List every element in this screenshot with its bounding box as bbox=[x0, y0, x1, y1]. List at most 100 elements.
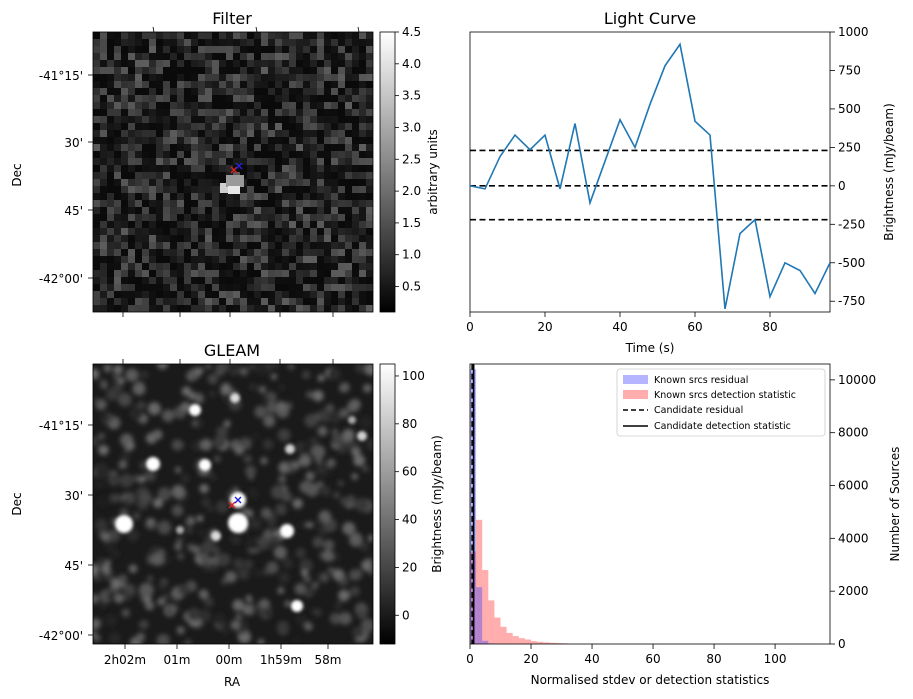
noise-pixel bbox=[156, 123, 163, 130]
noise-pixel bbox=[184, 158, 191, 165]
noise-blob bbox=[235, 613, 243, 621]
noise-pixel bbox=[338, 95, 345, 102]
noise-pixel bbox=[275, 270, 282, 277]
noise-pixel bbox=[177, 116, 184, 123]
noise-pixel bbox=[324, 207, 331, 214]
noise-pixel bbox=[296, 284, 303, 291]
noise-pixel bbox=[352, 270, 359, 277]
noise-pixel bbox=[282, 144, 289, 151]
noise-pixel bbox=[324, 158, 331, 165]
noise-pixel bbox=[296, 277, 303, 284]
noise-pixel bbox=[205, 109, 212, 116]
noise-blob bbox=[342, 429, 355, 442]
noise-pixel bbox=[142, 39, 149, 46]
noise-blob bbox=[107, 591, 116, 601]
noise-pixel bbox=[93, 60, 100, 67]
noise-pixel bbox=[240, 81, 247, 88]
noise-pixel bbox=[114, 207, 121, 214]
noise-pixel bbox=[233, 284, 240, 291]
noise-pixel bbox=[100, 284, 107, 291]
noise-pixel bbox=[163, 116, 170, 123]
noise-pixel bbox=[198, 235, 205, 242]
noise-pixel bbox=[149, 53, 156, 60]
noise-pixel bbox=[93, 193, 100, 200]
noise-pixel bbox=[282, 305, 289, 312]
noise-pixel bbox=[191, 256, 198, 263]
noise-blob bbox=[359, 541, 369, 552]
noise-pixel bbox=[282, 39, 289, 46]
noise-pixel bbox=[240, 130, 247, 137]
noise-pixel bbox=[93, 172, 100, 179]
noise-pixel bbox=[191, 298, 198, 305]
noise-pixel bbox=[93, 270, 100, 277]
noise-pixel bbox=[317, 123, 324, 130]
noise-pixel bbox=[366, 186, 373, 193]
noise-pixel bbox=[359, 74, 366, 81]
noise-pixel bbox=[317, 151, 324, 158]
noise-pixel bbox=[268, 172, 275, 179]
noise-blob bbox=[242, 441, 251, 449]
noise-pixel bbox=[261, 235, 268, 242]
noise-pixel bbox=[184, 228, 191, 235]
noise-blob bbox=[223, 420, 231, 427]
noise-pixel bbox=[317, 305, 324, 312]
noise-blob bbox=[213, 435, 226, 449]
noise-pixel bbox=[163, 123, 170, 130]
histogram-bar bbox=[476, 519, 483, 644]
noise-pixel bbox=[233, 235, 240, 242]
noise-pixel bbox=[128, 39, 135, 46]
noise-pixel bbox=[191, 214, 198, 221]
noise-pixel bbox=[205, 130, 212, 137]
noise-pixel bbox=[142, 81, 149, 88]
noise-blob bbox=[249, 517, 262, 530]
noise-pixel bbox=[107, 186, 114, 193]
noise-pixel bbox=[184, 186, 191, 193]
noise-pixel bbox=[310, 242, 317, 249]
noise-pixel bbox=[170, 46, 177, 53]
noise-pixel bbox=[233, 270, 240, 277]
lightcurve-y-axis-label: Brightness (mJy/beam) bbox=[882, 103, 896, 241]
noise-pixel bbox=[219, 305, 226, 312]
noise-pixel bbox=[233, 46, 240, 53]
noise-pixel bbox=[359, 284, 366, 291]
noise-pixel bbox=[338, 214, 345, 221]
y-tick-label: 4000 bbox=[838, 531, 869, 545]
noise-pixel bbox=[93, 74, 100, 81]
noise-pixel bbox=[149, 291, 156, 298]
noise-pixel bbox=[303, 200, 310, 207]
noise-pixel bbox=[310, 130, 317, 137]
noise-pixel bbox=[331, 39, 338, 46]
noise-pixel bbox=[212, 158, 219, 165]
noise-pixel bbox=[324, 39, 331, 46]
noise-pixel bbox=[366, 74, 373, 81]
noise-blob bbox=[265, 541, 274, 550]
noise-pixel bbox=[359, 207, 366, 214]
noise-pixel bbox=[359, 242, 366, 249]
noise-pixel bbox=[233, 60, 240, 67]
noise-pixel bbox=[338, 32, 345, 39]
noise-pixel bbox=[177, 46, 184, 53]
noise-pixel bbox=[282, 291, 289, 298]
noise-pixel bbox=[282, 102, 289, 109]
noise-pixel bbox=[198, 179, 205, 186]
noise-blob bbox=[221, 627, 230, 636]
noise-pixel bbox=[212, 53, 219, 60]
legend-box bbox=[616, 368, 826, 437]
noise-pixel bbox=[352, 165, 359, 172]
noise-pixel bbox=[177, 242, 184, 249]
noise-pixel bbox=[268, 200, 275, 207]
noise-blob bbox=[276, 401, 287, 412]
noise-pixel bbox=[128, 88, 135, 95]
noise-pixel bbox=[156, 46, 163, 53]
noise-pixel bbox=[289, 53, 296, 60]
noise-pixel bbox=[303, 74, 310, 81]
noise-pixel bbox=[219, 151, 226, 158]
noise-pixel bbox=[366, 277, 373, 284]
noise-pixel bbox=[324, 53, 331, 60]
noise-blob bbox=[311, 608, 318, 615]
noise-pixel bbox=[289, 172, 296, 179]
gleam-y-axis-label: Dec bbox=[10, 492, 24, 515]
noise-pixel bbox=[226, 32, 233, 39]
noise-pixel bbox=[268, 284, 275, 291]
noise-pixel bbox=[247, 123, 254, 130]
